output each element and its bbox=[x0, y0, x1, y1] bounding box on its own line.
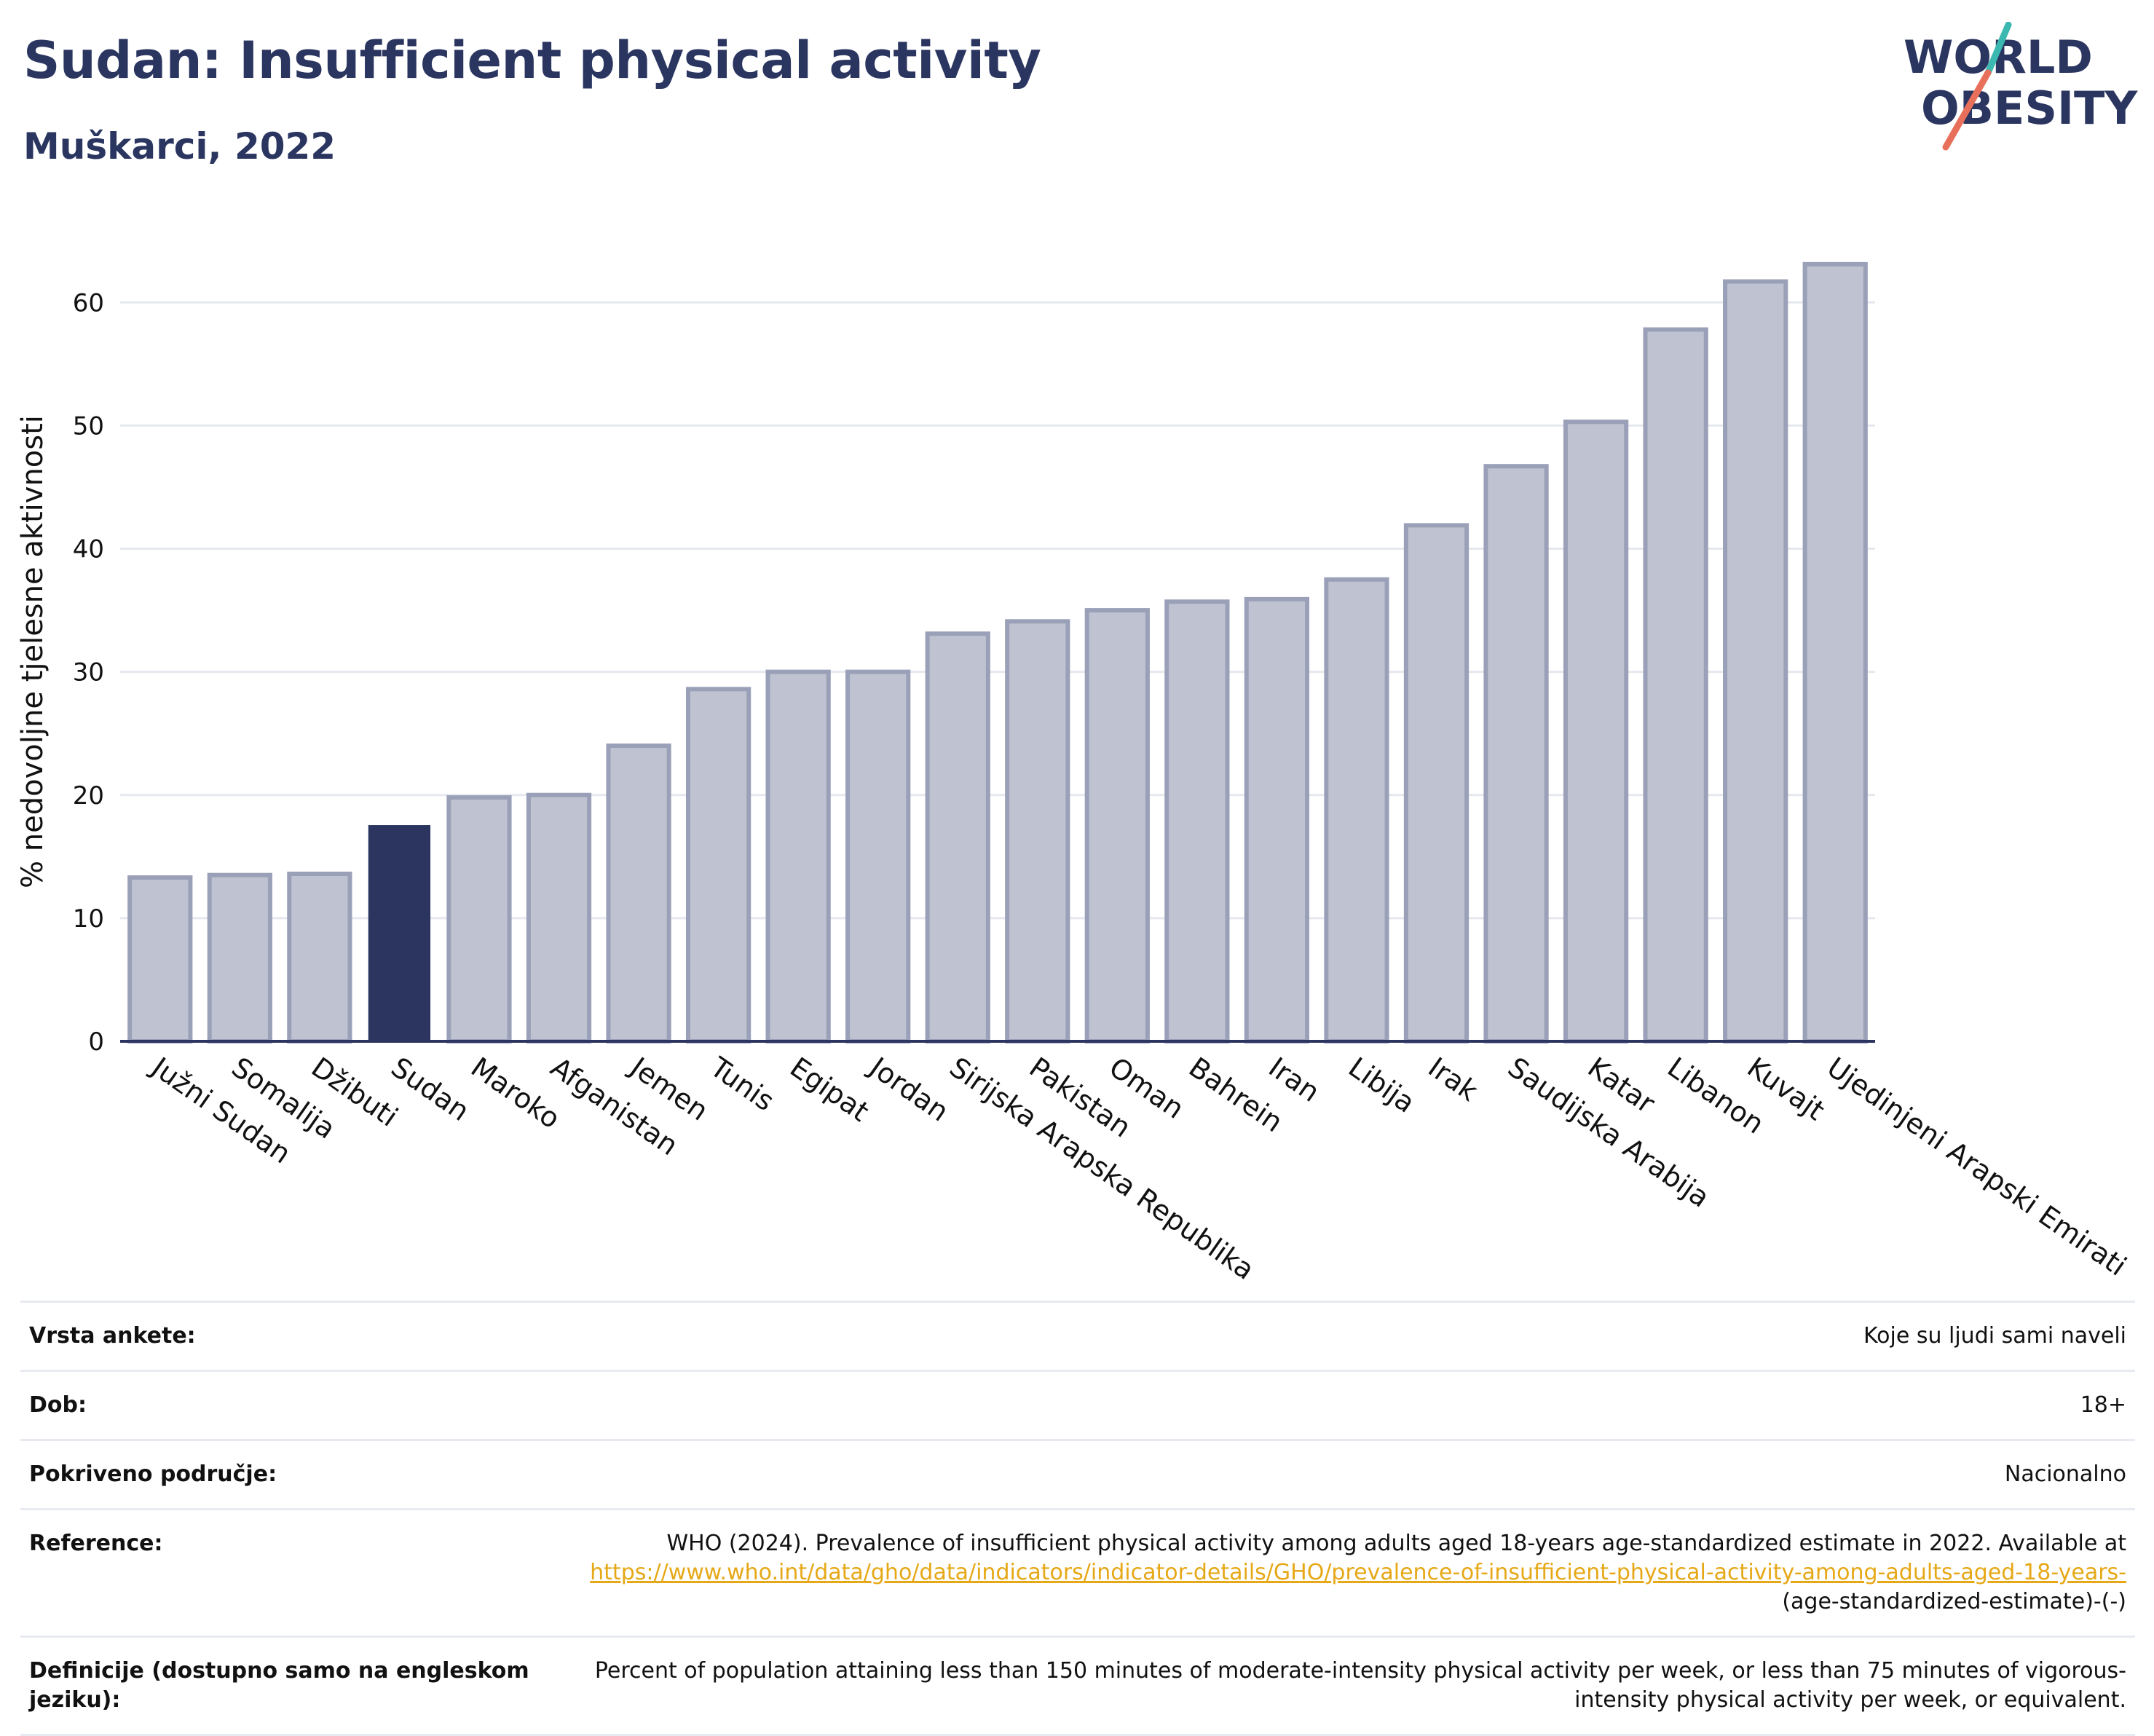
world-obesity-logo: WORLD OBESITY bbox=[1904, 22, 2138, 151]
metadata-label: Pokriveno područje: bbox=[29, 1461, 277, 1487]
x-axis-labels: Južni SudanSomalijaDžibutiSudanMarokoAfg… bbox=[145, 1050, 2132, 1282]
metadata-value: Percent of population attaining less tha… bbox=[562, 1638, 2135, 1734]
bar-irak bbox=[1403, 523, 1469, 1043]
x-tick-label: Libija bbox=[1343, 1051, 1421, 1119]
x-tick-label: Tunis bbox=[704, 1051, 781, 1118]
metadata-row: Reference: WHO (2024). Prevalence of insu… bbox=[20, 1508, 2135, 1636]
metadata-value-text: WHO (2024). Prevalence of insufficient p… bbox=[666, 1531, 2126, 1556]
y-tick-label: 0 bbox=[88, 1027, 104, 1057]
x-tick-label: Irak bbox=[1422, 1051, 1483, 1107]
bar-džibuti bbox=[287, 872, 352, 1043]
bar-pakistan bbox=[1005, 619, 1070, 1043]
bar-somalija bbox=[207, 872, 272, 1043]
bar-bahrein bbox=[1164, 599, 1230, 1043]
bar-tunis bbox=[685, 687, 751, 1044]
metadata-value-text: 18+ bbox=[2080, 1392, 2126, 1418]
bar-katar bbox=[1563, 419, 1629, 1043]
bar-iran bbox=[1244, 596, 1310, 1043]
y-axis-label: % nedovoljne tjelesne aktivnosti bbox=[16, 415, 50, 888]
metadata-label: Definicije (dostupno samo na engleskom j… bbox=[29, 1658, 529, 1713]
chart-subtitle: Muškarci, 2022 bbox=[23, 125, 336, 167]
x-tick-label: Ujedinjeni Arapski Emirati bbox=[1821, 1051, 2132, 1282]
bar-chart: 0 10 20 30 40 50 60 Južni SudanSomalijaDžibuti… bbox=[16, 261, 2132, 1282]
x-tick-label: Iran bbox=[1263, 1051, 1325, 1108]
bar-južni-sudan bbox=[127, 875, 193, 1043]
y-tick-label: 20 bbox=[73, 781, 104, 810]
logo-slash-teal bbox=[1984, 22, 2012, 76]
x-tick-label: Egipat bbox=[784, 1051, 875, 1127]
chart-title: Sudan: Insufficient physical activity bbox=[23, 31, 1041, 90]
metadata-row: Vrsta ankete: Koje su ljudi sami naveli bbox=[20, 1301, 2135, 1370]
bar-jordan bbox=[845, 669, 911, 1043]
bars bbox=[127, 261, 1868, 1044]
metadata-row: Dob: 18+ bbox=[20, 1370, 2135, 1439]
metadata-value-text: Koje su ljudi sami naveli bbox=[1863, 1323, 2126, 1349]
y-axis-ticks: 0 10 20 30 40 50 60 bbox=[73, 288, 104, 1057]
metadata-label: Reference: bbox=[29, 1531, 163, 1556]
metadata-row: Definicije (dostupno samo na engleskom j… bbox=[20, 1636, 2135, 1736]
bar-libanon bbox=[1643, 327, 1708, 1043]
bar-maroko bbox=[446, 795, 512, 1044]
y-tick-label: 40 bbox=[73, 535, 104, 564]
bar-afganistan bbox=[526, 792, 592, 1043]
x-tick-label: Sudan bbox=[385, 1051, 475, 1127]
bar-sudan bbox=[368, 825, 431, 1042]
y-tick-label: 60 bbox=[73, 288, 104, 317]
metadata-value: Nacionalno bbox=[562, 1441, 2135, 1508]
metadata-label: Vrsta ankete: bbox=[29, 1323, 196, 1349]
metadata-value: WHO (2024). Prevalence of insufficient p… bbox=[562, 1510, 2135, 1636]
y-tick-label: 10 bbox=[73, 904, 104, 934]
reference-tail: (age-standardized-estimate)-(-) bbox=[1782, 1589, 2126, 1614]
bar-oman bbox=[1084, 608, 1150, 1043]
metadata-label: Dob: bbox=[29, 1392, 87, 1418]
y-tick-label: 30 bbox=[73, 658, 104, 687]
metadata-table: Vrsta ankete: Koje su ljudi sami naveli Do… bbox=[20, 1301, 2135, 1736]
bar-jemen bbox=[606, 743, 671, 1044]
bar-kuvajt bbox=[1723, 279, 1788, 1044]
metadata-value: Koje su ljudi sami naveli bbox=[562, 1303, 2135, 1370]
bar-libija bbox=[1324, 577, 1389, 1043]
bar-egipat bbox=[765, 669, 831, 1043]
reference-link[interactable]: https://www.who.int/data/gho/data/indica… bbox=[590, 1560, 2126, 1585]
metadata-value-text: Nacionalno bbox=[2004, 1461, 2126, 1487]
bar-sirijska-arapska-republika bbox=[925, 631, 990, 1043]
metadata-value: 18+ bbox=[562, 1372, 2135, 1439]
bar-ujedinjeni-arapski-emirati bbox=[1802, 261, 1868, 1043]
x-tick-label: Jordan bbox=[863, 1050, 955, 1128]
y-tick-label: 50 bbox=[73, 411, 104, 441]
metadata-value-text: Percent of population attaining less tha… bbox=[594, 1658, 2126, 1713]
x-tick-label: Maroko bbox=[465, 1051, 566, 1135]
logo-slash-coral bbox=[1942, 69, 1992, 151]
bar-saudijska-arabija bbox=[1483, 464, 1549, 1043]
metadata-row: Pokriveno područje: Nacionalno bbox=[20, 1439, 2135, 1508]
